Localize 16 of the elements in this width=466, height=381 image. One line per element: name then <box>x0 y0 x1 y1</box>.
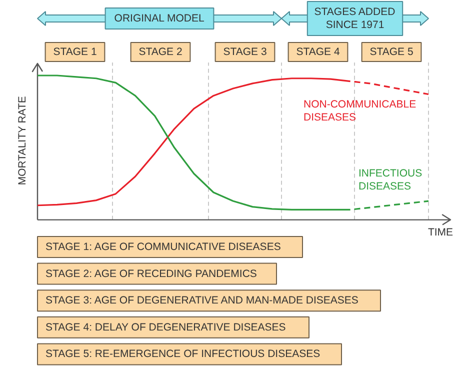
text: STAGE 2 <box>138 46 182 58</box>
text: STAGE 5 <box>370 46 414 58</box>
series-label: INFECTIOUS DISEASES <box>358 168 422 192</box>
series-label: NON-COMMUNICABLE DISEASES <box>304 98 416 124</box>
y-axis-title: MORTALITY RATE <box>16 96 28 186</box>
text: STAGE 3 <box>223 46 267 58</box>
text: STAGE 1: AGE OF COMMUNICATIVE DISEASES <box>46 241 281 253</box>
text: STAGE 1 <box>53 46 97 58</box>
text: STAGE 2: AGE OF RECEDING PANDEMICS <box>46 268 257 280</box>
text: STAGE 5: RE-EMERGENCE OF INFECTIOUS DISEASES <box>46 348 320 360</box>
x-axis-title: TIME <box>428 226 454 238</box>
text: STAGE 3: AGE OF DEGENERATIVE AND MAN-MADE DISEASES <box>46 294 358 307</box>
text: STAGE 4: DELAY OF DEGENERATIVE DISEASES <box>46 321 286 334</box>
text: STAGE 4 <box>296 46 340 58</box>
text: STAGES ADDED SINCE 1971 <box>314 6 396 31</box>
text: ORIGINAL MODEL <box>114 12 204 24</box>
